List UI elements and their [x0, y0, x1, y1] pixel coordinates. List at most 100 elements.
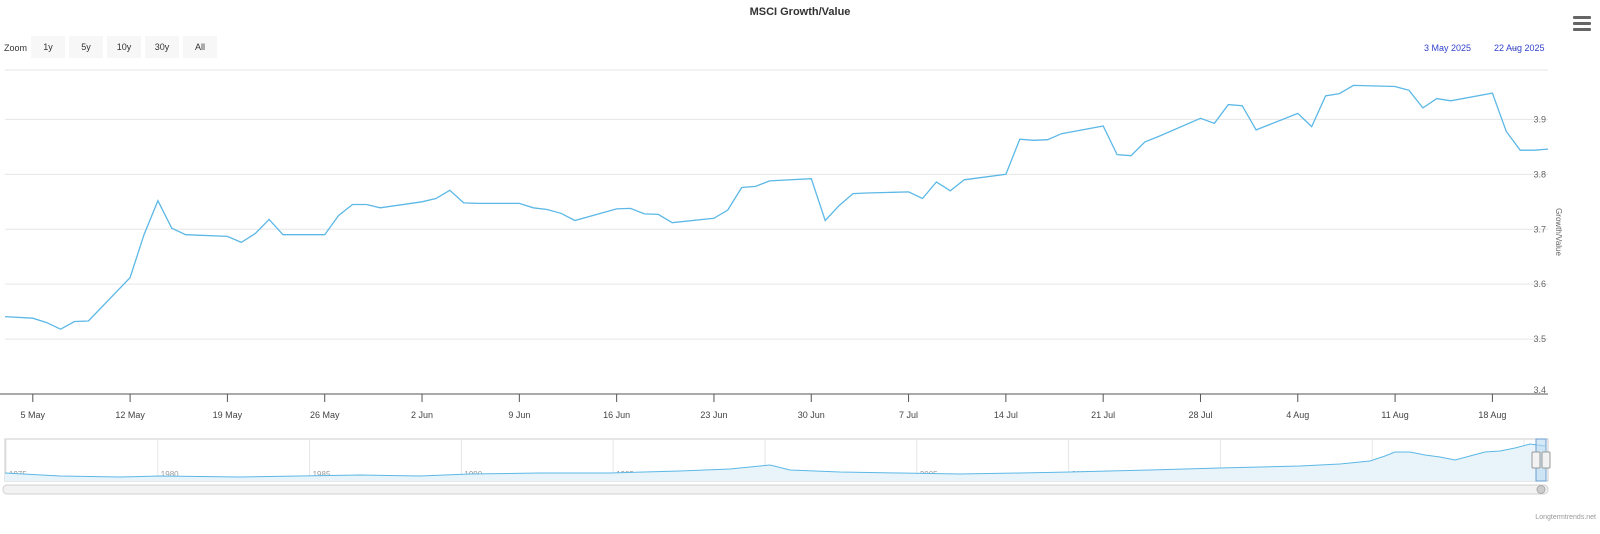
data-point — [1033, 139, 1035, 141]
data-point — [768, 180, 770, 182]
data-point — [560, 212, 562, 214]
data-point — [171, 227, 173, 229]
data-point — [1060, 133, 1062, 135]
data-point — [157, 200, 159, 202]
zoom-1y-button[interactable]: 1y — [31, 36, 65, 58]
navigator-handle[interactable] — [1541, 451, 1551, 469]
data-point — [421, 201, 423, 203]
data-point — [671, 222, 673, 224]
data-point — [657, 213, 659, 215]
data-point — [921, 197, 923, 199]
x-tick-label: 30 Jun — [798, 410, 825, 420]
scrollbar-track[interactable] — [2, 484, 1549, 495]
x-tick-label: 23 Jun — [700, 410, 727, 420]
x-tick-label: 21 Jul — [1091, 410, 1115, 420]
range-from-input[interactable]: 3 May 2025 — [1424, 43, 1472, 53]
x-tick-label: 28 Jul — [1188, 410, 1212, 420]
x-tick-label: 16 Jun — [603, 410, 630, 420]
data-point — [1408, 89, 1410, 91]
data-point — [379, 207, 381, 209]
data-point — [240, 241, 242, 243]
y-tick-label: 3.9 — [1533, 114, 1546, 124]
data-point — [727, 209, 729, 211]
data-point — [907, 191, 909, 193]
data-point — [87, 320, 89, 322]
data-point — [1102, 125, 1104, 127]
data-point — [852, 192, 854, 194]
data-point — [518, 202, 520, 204]
scrollbar-thumb[interactable] — [1536, 485, 1546, 494]
data-point — [476, 202, 478, 204]
data-point — [615, 208, 617, 210]
menu-icon[interactable] — [1573, 16, 1591, 32]
range-to-input[interactable]: 22 Aug 2025 — [1494, 43, 1545, 53]
data-point — [741, 186, 743, 188]
data-point — [1547, 148, 1549, 150]
navigator-handle[interactable] — [1531, 451, 1541, 469]
data-point — [838, 204, 840, 206]
data-point — [963, 179, 965, 181]
data-point — [1116, 153, 1118, 155]
data-point — [129, 276, 131, 278]
y-tick-label: 3.7 — [1533, 224, 1546, 234]
data-point — [1311, 125, 1313, 127]
navigator-area — [5, 444, 1545, 481]
x-tick-label: 5 May — [21, 410, 46, 420]
chart-title: MSCI Growth/Value — [749, 6, 851, 18]
x-tick-label: 7 Jul — [899, 410, 918, 420]
data-point — [73, 320, 75, 322]
y-tick-label: 3.5 — [1533, 334, 1546, 344]
data-point — [824, 219, 826, 221]
data-point — [574, 219, 576, 221]
zoom-all-button[interactable]: All — [183, 36, 217, 58]
zoom-10y-button[interactable]: 10y — [107, 36, 141, 58]
data-point — [337, 214, 339, 216]
data-point — [1450, 100, 1452, 102]
data-point — [1144, 141, 1146, 143]
data-point — [1019, 138, 1021, 140]
y-tick-label: 3.6 — [1533, 279, 1546, 289]
data-point — [351, 203, 353, 205]
x-tick-label: 26 May — [310, 410, 340, 420]
data-point — [1241, 105, 1243, 107]
data-point — [1352, 84, 1354, 86]
data-point — [1227, 103, 1229, 105]
x-tick-label: 12 May — [115, 410, 145, 420]
x-tick-label: 2 Jun — [411, 410, 433, 420]
zoom-5y-button[interactable]: 5y — [69, 36, 103, 58]
data-point — [1533, 149, 1535, 151]
y-tick-label: 3.4 — [1533, 385, 1546, 395]
data-point — [32, 317, 34, 319]
x-tick-label: 4 Aug — [1286, 410, 1309, 420]
data-point — [643, 213, 645, 215]
data-point — [365, 203, 367, 205]
y-axis-title: Growth/Value — [1554, 208, 1563, 256]
data-point — [1519, 149, 1521, 151]
data-point — [46, 321, 48, 323]
zoom-label: Zoom — [4, 43, 28, 53]
data-point — [282, 234, 284, 236]
x-tick-label: 14 Jul — [994, 410, 1018, 420]
data-point — [254, 232, 256, 234]
data-point — [1338, 92, 1340, 94]
data-point — [324, 234, 326, 236]
x-tick-label: 9 Jun — [508, 410, 530, 420]
data-point — [268, 218, 270, 220]
data-point — [1491, 92, 1493, 94]
navigator-tick-label: 1980 — [161, 470, 179, 479]
data-point — [1394, 85, 1396, 87]
data-point — [810, 178, 812, 180]
data-point — [1158, 135, 1160, 137]
data-point — [1297, 112, 1299, 114]
navigator-line — [4, 443, 1546, 478]
data-point — [185, 234, 187, 236]
data-point — [1255, 129, 1257, 131]
data-point — [1422, 107, 1424, 109]
data-point — [546, 208, 548, 210]
x-tick-label: 11 Aug — [1381, 410, 1408, 420]
navigator-tick-label: 1985 — [313, 470, 331, 479]
data-point — [1213, 122, 1215, 124]
zoom-30y-button[interactable]: 30y — [145, 36, 179, 58]
data-point — [629, 207, 631, 209]
